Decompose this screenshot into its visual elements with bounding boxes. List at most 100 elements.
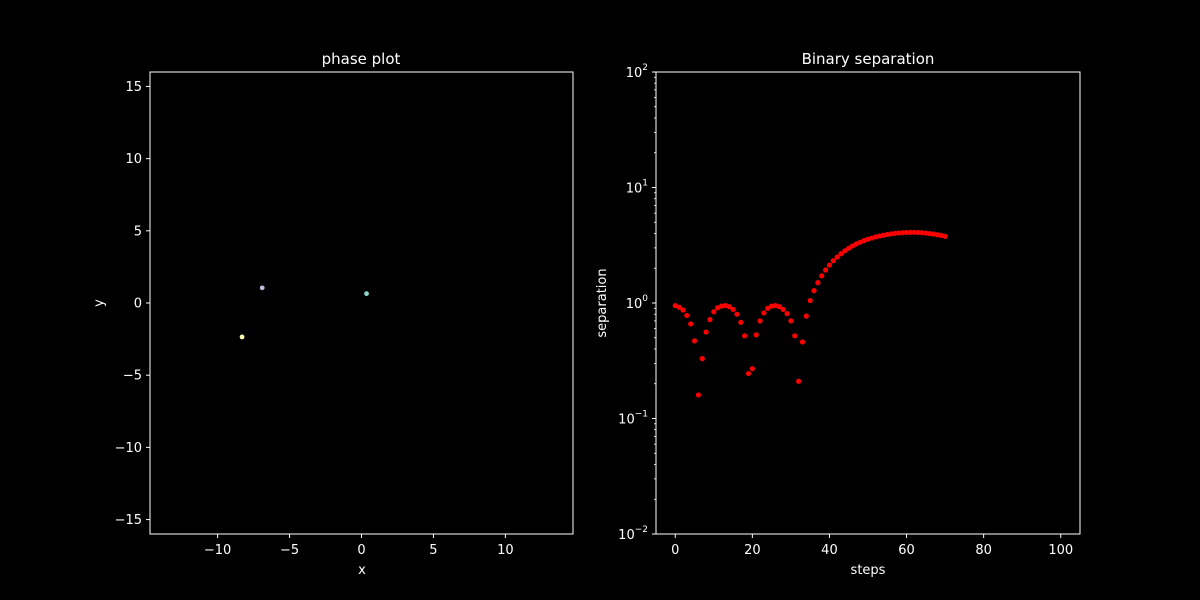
binary-separation-point	[803, 313, 809, 319]
binary-separation-title: Binary separation	[802, 50, 935, 68]
binary-separation-point	[807, 297, 813, 304]
binary-separation-point	[699, 356, 705, 362]
phase-plot-xtick-label: −10	[204, 543, 231, 558]
binary-separation-point	[892, 230, 898, 236]
binary-separation-point	[799, 339, 806, 345]
binary-separation-point	[903, 229, 910, 236]
binary-separation-point	[742, 333, 748, 339]
binary-separation-point	[792, 333, 798, 339]
binary-separation-point	[849, 243, 856, 249]
binary-separation-point	[749, 366, 755, 372]
phase-plot-xlabel: x	[358, 563, 366, 578]
phase-plot-ytick-label: −5	[123, 369, 142, 384]
binary-separation-point	[934, 232, 940, 238]
phase-plot-frame	[149, 71, 574, 535]
phase-plot-xtick-label: 5	[429, 543, 437, 558]
binary-separation-point	[923, 230, 929, 236]
binary-separation-point	[680, 307, 686, 313]
phase-plot-panel: phase plot x y −10 −5 0 5 10 −15 −10 −5 0 5 10 15	[92, 50, 574, 578]
binary-separation-point	[776, 304, 782, 310]
binary-separation-point	[695, 392, 702, 398]
phase-plot-point	[239, 334, 245, 340]
binary-separation-point	[927, 230, 933, 237]
binary-separation-point	[765, 305, 771, 311]
phase-plot-ytick-label: 0	[134, 297, 142, 312]
binary-separation-point	[930, 231, 937, 237]
binary-separation-ytick-exponent: −1	[635, 410, 648, 420]
phase-plot-point	[364, 291, 369, 297]
binary-separation-point	[703, 329, 709, 335]
binary-separation-point	[718, 303, 725, 309]
binary-separation-ylabel: separation	[595, 268, 610, 337]
binary-separation-point	[846, 245, 852, 251]
binary-separation-point	[823, 267, 829, 273]
binary-separation-point	[676, 304, 682, 310]
phase-plot-ytick-label: 15	[125, 80, 142, 95]
binary-separation-ytick-label: 10−2	[618, 525, 648, 543]
binary-separation-point	[780, 306, 786, 313]
binary-separation-ytick-base: 10	[626, 182, 643, 197]
binary-separation-point	[711, 309, 717, 315]
binary-separation-ytick-label: 102	[626, 63, 648, 81]
binary-separation-ytick-label: 100	[626, 294, 649, 312]
phase-plot-ytick-label: −15	[115, 513, 142, 528]
binary-separation-ytick-base: 10	[626, 66, 643, 81]
binary-separation-point	[819, 273, 825, 279]
binary-separation-point	[942, 233, 948, 239]
binary-separation-ytick-label: 101	[626, 179, 648, 197]
phase-plot-xtick-label: 10	[497, 543, 514, 558]
binary-separation-ytick-exponent: 1	[642, 179, 648, 189]
binary-separation-point	[896, 230, 902, 236]
phase-plot-ytick-label: 5	[134, 224, 142, 239]
binary-separation-point	[788, 318, 794, 324]
binary-separation-point	[842, 248, 848, 254]
phase-plot-title: phase plot	[322, 50, 401, 68]
binary-separation-frame	[655, 71, 1081, 535]
binary-separation-point	[838, 251, 844, 257]
phase-plot-xtick-label: −5	[280, 543, 299, 558]
binary-separation-point	[769, 303, 775, 309]
binary-separation-point	[919, 230, 925, 236]
binary-separation-point	[900, 230, 906, 236]
binary-separation-point	[707, 316, 713, 323]
binary-separation-panel: Binary separation steps separation 0 20 40…	[595, 50, 1081, 578]
binary-separation-ytick-exponent: 0	[642, 294, 648, 304]
binary-separation-xtick-label: 60	[898, 543, 915, 558]
binary-separation-xtick-label: 20	[744, 543, 761, 558]
binary-separation-point	[915, 229, 921, 236]
phase-plot-point	[259, 285, 265, 291]
binary-separation-ytick-exponent: −2	[635, 525, 648, 535]
binary-separation-point	[834, 254, 840, 260]
binary-separation-ytick-label: 10−1	[618, 410, 648, 428]
binary-separation-point	[811, 288, 817, 294]
phase-plot-xtick-label: 0	[357, 543, 365, 558]
phase-plot-ytick-label: 10	[125, 152, 142, 167]
binary-separation-xtick-label: 40	[821, 543, 838, 558]
binary-separation-ytick-exponent: 2	[642, 63, 648, 73]
binary-separation-xtick-label: 100	[1048, 543, 1073, 558]
binary-separation-point	[876, 233, 883, 239]
binary-separation-point	[734, 311, 740, 317]
binary-separation-point	[888, 231, 894, 237]
binary-separation-point	[730, 306, 736, 313]
binary-separation-point	[745, 370, 752, 377]
binary-separation-point	[880, 232, 887, 238]
binary-separation-point	[796, 378, 802, 384]
binary-separation-point	[688, 321, 694, 327]
binary-separation-point	[911, 229, 917, 235]
binary-separation-xlabel: steps	[851, 563, 886, 578]
binary-separation-point	[757, 318, 763, 324]
binary-separation-point	[826, 262, 833, 268]
binary-separation-ytick-base: 10	[618, 528, 635, 543]
binary-separation-xtick-label: 80	[975, 543, 992, 558]
binary-separation-point	[753, 332, 759, 338]
binary-separation-xtick-label: 0	[671, 543, 679, 558]
binary-separation-point	[691, 338, 698, 344]
binary-separation-point	[907, 229, 914, 235]
binary-separation-point	[784, 310, 790, 317]
binary-separation-point	[830, 258, 836, 264]
binary-separation-point	[761, 310, 767, 316]
binary-separation-ytick-base: 10	[618, 413, 635, 428]
